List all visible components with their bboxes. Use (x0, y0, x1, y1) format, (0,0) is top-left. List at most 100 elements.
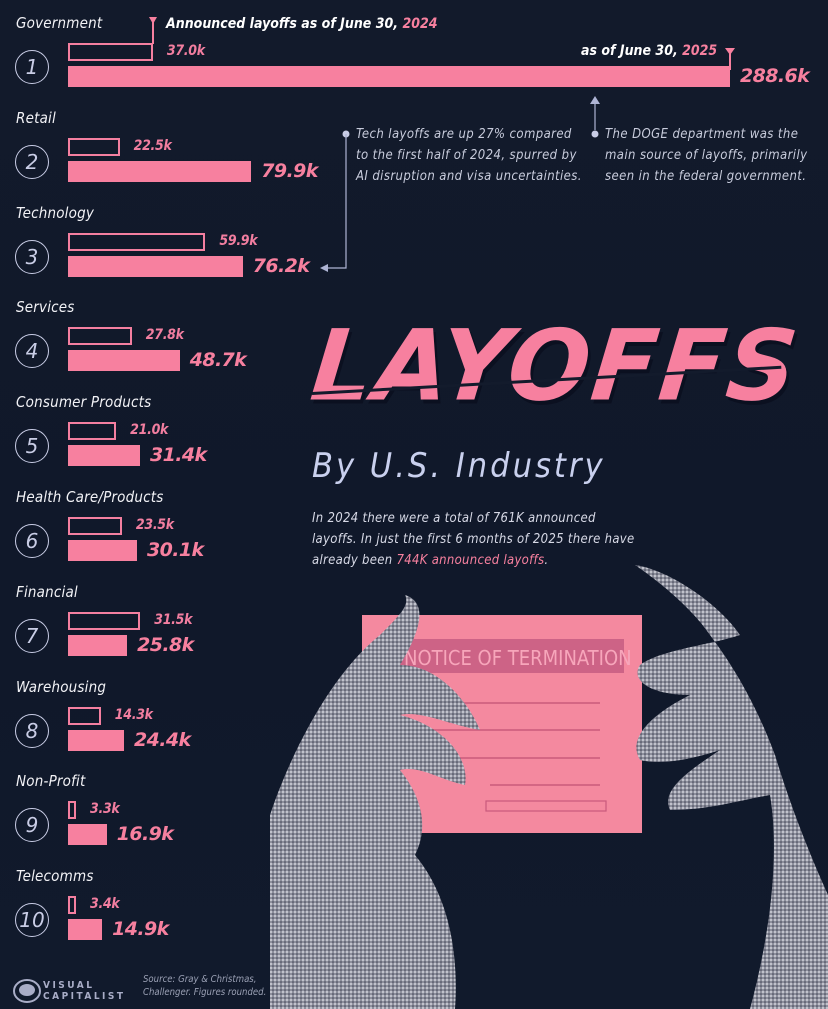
card-title-band (398, 639, 624, 673)
hands-illustration: NOTICE OF TERMINATION (270, 565, 828, 1009)
rank-badge: 4 (15, 334, 49, 369)
legend-2025-year: 2025 (682, 43, 718, 59)
intro-highlight: 744K announced layoffs (396, 553, 545, 568)
intro-text-end: . (544, 553, 549, 568)
value-label-2025: 16.9k (116, 823, 174, 846)
rank-badge: 10 (15, 903, 49, 938)
legend-2025-pointer-icon (725, 48, 735, 70)
value-label-2024: 3.3k (90, 801, 120, 818)
value-label-2025: 79.9k (261, 159, 318, 182)
value-label-2025: 25.8k (137, 633, 194, 656)
tech-annotation: Tech layoffs are up 27% compared to the … (356, 124, 582, 187)
category-label: Non-Profit (16, 772, 86, 791)
page-title: LAYOFFS (305, 308, 805, 424)
rank-badge: 9 (15, 808, 49, 843)
value-label-2024: 22.5k (133, 137, 172, 154)
bar-2024 (68, 517, 122, 535)
value-label-2024: 3.4k (90, 896, 120, 913)
value-label-2024: 37.0k (166, 43, 205, 59)
rank-badge: 8 (15, 713, 49, 748)
value-label-2025: 24.4k (133, 728, 191, 751)
bar-2024 (68, 43, 153, 61)
visual-capitalist-logo-icon (13, 979, 41, 1003)
intro-text: In 2024 there were a total of 761K annou… (312, 508, 642, 571)
category-label: Technology (16, 203, 95, 222)
bar-2025 (68, 160, 252, 182)
doge-annotation-line: The DOGE department was the (605, 127, 799, 142)
category-label: Telecomms (16, 867, 94, 886)
doge-annotation: The DOGE department was the main source … (605, 124, 807, 187)
visual-capitalist-logo: VISUAL CAPITALIST (43, 980, 126, 1002)
bar-2025 (68, 66, 730, 87)
value-label-2024: 59.9k (219, 232, 258, 249)
category-label: Retail (16, 108, 56, 127)
value-label-2024: 14.3k (114, 706, 153, 723)
tech-connector-line (328, 134, 347, 269)
value-label-2024: 23.5k (135, 517, 174, 533)
card-title-text: NOTICE OF TERMINATION (404, 646, 632, 670)
logo-line: CAPITALIST (43, 991, 126, 1002)
tech-annotation-line: AI disruption and visa uncertainties. (356, 169, 582, 184)
category-label: Consumer Products (16, 393, 152, 412)
legend-2024-marker (148, 15, 158, 51)
bar-2024 (68, 137, 120, 156)
doge-annotation-line: main source of layoffs, primarily (605, 148, 808, 163)
bar-2024 (68, 232, 206, 251)
legend-2024-pointer-icon (149, 17, 157, 44)
bar-2024 (68, 422, 117, 441)
bar-2025 (68, 350, 180, 372)
doge-annotation-line: seen in the federal government. (605, 169, 807, 184)
value-label-2025: 14.9k (112, 918, 169, 941)
doge-bullet-icon (591, 130, 599, 138)
value-label-2024: 27.8k (145, 327, 184, 344)
bar-2025 (68, 540, 138, 561)
legend-2024-year: 2024 (402, 16, 438, 32)
annotation-connectors (320, 96, 600, 272)
bar-2025 (68, 445, 141, 467)
rank-badge: 5 (15, 429, 49, 464)
category-label: Health Care/Products (16, 488, 164, 506)
legend-2025-marker (724, 46, 736, 74)
legend-2025-label: as of June 30, 2025 (581, 43, 717, 59)
legend-2024-label: Announced layoffs as of June 30, 2024 (166, 16, 438, 32)
bar-2024 (68, 896, 76, 915)
bar-2025 (68, 634, 128, 656)
legend-2024-text: Announced layoffs as of June 30, (166, 16, 403, 32)
bar-2024 (68, 327, 132, 346)
source-note: Source: Gray & Christmas, Challenger. Fi… (143, 973, 266, 999)
tech-annotation-line: to the first half of 2024, spurred by (356, 148, 577, 163)
rank-badge: 7 (15, 618, 49, 653)
rank-badge: 1 (15, 50, 49, 84)
category-label: Government (16, 14, 103, 32)
page-subtitle: By U.S. Industry (312, 446, 606, 486)
right-hand (635, 565, 828, 1009)
value-label-2025: 76.2k (252, 254, 310, 277)
bar-2025 (68, 729, 124, 751)
bar-2025 (68, 919, 103, 941)
rank-badge: 3 (15, 239, 49, 274)
rank-badge: 6 (15, 524, 49, 558)
value-label-2024: 21.0k (130, 422, 169, 439)
bar-2025 (68, 824, 107, 846)
bar-2024 (68, 706, 101, 725)
category-label: Warehousing (16, 677, 107, 696)
value-label-2024: 31.5k (154, 611, 193, 628)
tech-annotation-line: Tech layoffs are up 27% compared (356, 127, 572, 142)
tech-arrow-icon (320, 264, 328, 272)
rank-badge: 2 (15, 144, 49, 179)
value-label-2025: 288.6k (740, 65, 810, 87)
logo-line: VISUAL (43, 980, 95, 991)
intro-text-body: In 2024 there were a total of 761K annou… (312, 511, 635, 568)
doge-arrow-icon (590, 96, 600, 104)
category-label: Services (16, 298, 75, 317)
category-label: Financial (16, 582, 78, 601)
bar-2024 (68, 611, 141, 630)
bar-2025 (68, 255, 243, 277)
value-label-2025: 48.7k (189, 349, 247, 372)
left-hand (270, 595, 480, 1009)
value-label-2025: 30.1k (147, 539, 204, 561)
value-label-2025: 31.4k (150, 444, 207, 467)
legend-2025-text: as of June 30, (581, 43, 683, 59)
source-line: Source: Gray & Christmas, (143, 974, 257, 985)
bar-2024 (68, 801, 76, 820)
